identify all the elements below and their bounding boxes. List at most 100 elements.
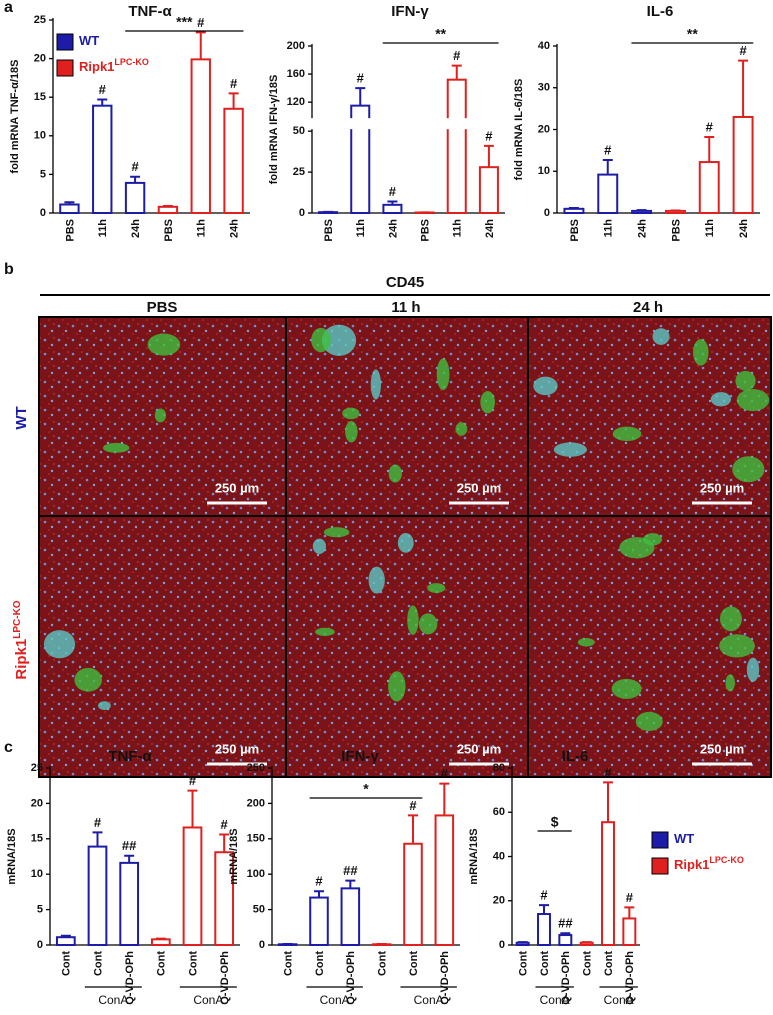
chart-title: TNF-α: [108, 748, 152, 765]
stain-blob: [611, 678, 642, 699]
annotation: #: [706, 119, 714, 134]
column-label: 24 h: [633, 299, 663, 316]
error-bar: [162, 205, 173, 208]
row-label: Ripk1LPC-KO: [12, 600, 30, 679]
group-label: ConA: [98, 993, 128, 1007]
x-tick-label: 24h: [484, 219, 496, 238]
y-axis-label: mRNA/18S: [468, 828, 480, 884]
y-tick-label: 25: [34, 14, 46, 26]
y-tick-label: 60: [493, 806, 505, 818]
micrograph-title: CD45: [386, 274, 424, 291]
bar: [223, 107, 244, 214]
stain-blob: [368, 566, 385, 594]
bar: [601, 821, 615, 946]
y-tick-label: 200: [247, 797, 265, 809]
annotation: #: [739, 43, 747, 58]
y-tick-label: 25: [31, 762, 43, 774]
bar: [150, 938, 171, 946]
annotation: ##: [122, 838, 137, 853]
x-tick-label: Cont: [156, 951, 168, 976]
micrograph-image: [287, 517, 527, 776]
group-label: ConA: [414, 993, 444, 1007]
x-tick-label: 11h: [355, 219, 367, 238]
stain-blob: [635, 711, 663, 731]
bar: [55, 936, 76, 946]
legend-superscript: LPC-KO: [709, 855, 744, 865]
stain-blob: [427, 583, 446, 593]
x-tick-label: Cont: [408, 951, 420, 976]
y-tick-label: 15: [31, 833, 43, 845]
error-bar: [124, 854, 135, 863]
stain-blob: [418, 613, 438, 635]
stain-blob: [345, 421, 358, 443]
chart-title: IFN-γ: [391, 3, 429, 20]
error-bar: [603, 781, 613, 823]
error-bar: [314, 890, 324, 898]
x-tick-label: PBS: [569, 219, 581, 242]
x-tick-label: 11h: [603, 219, 615, 238]
error-bar: [568, 206, 579, 209]
annotation: #: [604, 142, 612, 157]
stain-blob: [98, 701, 111, 711]
micrograph-image: [529, 318, 770, 515]
x-tick-label: 11h: [196, 219, 208, 238]
annotation: #: [197, 15, 205, 30]
stain-blob: [388, 464, 402, 483]
legend-swatch: [651, 831, 669, 849]
chart-title: TNF-α: [128, 3, 172, 20]
error-bar: [451, 64, 462, 80]
y-tick-label: 150: [247, 833, 265, 845]
annotation: #: [453, 48, 461, 63]
stain-blob: [315, 627, 335, 637]
scale-bar-label: 250 µm: [700, 741, 744, 756]
annotation: #: [189, 773, 197, 788]
error-bar: [60, 934, 71, 938]
legend-label: Ripk1LPC-KO: [79, 57, 149, 74]
stain-blob: [154, 408, 167, 423]
stain-blob: [719, 634, 755, 658]
bar: [119, 861, 140, 947]
x-tick-label: Cont: [377, 951, 389, 976]
y-tick-label: 250: [247, 762, 265, 774]
stain-blob: [321, 324, 357, 356]
stain-blob: [735, 370, 756, 391]
annotation: ##: [343, 863, 358, 878]
error-bar: [92, 831, 103, 847]
bar: [434, 814, 455, 946]
error-bar: [483, 144, 494, 168]
stain-blob: [397, 533, 414, 553]
error-bar: [624, 906, 635, 919]
stain-blob: [342, 407, 360, 420]
x-tick-label: PBS: [64, 219, 76, 242]
error-bar: [355, 87, 366, 106]
chart-title: IFN-γ: [341, 748, 379, 765]
bar: [87, 845, 108, 947]
stain-blob: [652, 328, 670, 345]
stain-blob: [725, 674, 735, 692]
stain-blob: [74, 667, 102, 692]
x-tick-label: Cont: [518, 951, 530, 976]
x-tick-label: PBS: [419, 219, 431, 242]
significance-label: **: [687, 26, 698, 42]
y-axis-label: fold mRNA IFN-γ/18S: [268, 75, 280, 185]
y-tick-label: 15: [34, 91, 46, 103]
stain-blob: [407, 605, 419, 635]
error-bar: [195, 31, 206, 60]
y-tick-label: 0: [259, 939, 265, 951]
stain-blob: [102, 442, 130, 453]
x-tick-label: Cont: [283, 951, 295, 976]
significance-label: **: [435, 26, 446, 42]
stain-blob: [612, 426, 642, 442]
error-bar: [130, 175, 141, 183]
stain-blob: [577, 638, 595, 647]
annotation: #: [99, 82, 107, 97]
micrograph-panel: CD45 PBS 11 h 24 h WT Ripk1LPC-KO 250 µm…: [12, 274, 772, 778]
y-tick-label: 5: [37, 904, 43, 916]
bar: [309, 896, 329, 947]
stain-blob: [732, 456, 765, 483]
scale-bar-label: 250 µm: [215, 741, 259, 756]
stain-blob: [692, 339, 709, 366]
bar: [563, 207, 585, 214]
annotation: #: [604, 765, 612, 780]
